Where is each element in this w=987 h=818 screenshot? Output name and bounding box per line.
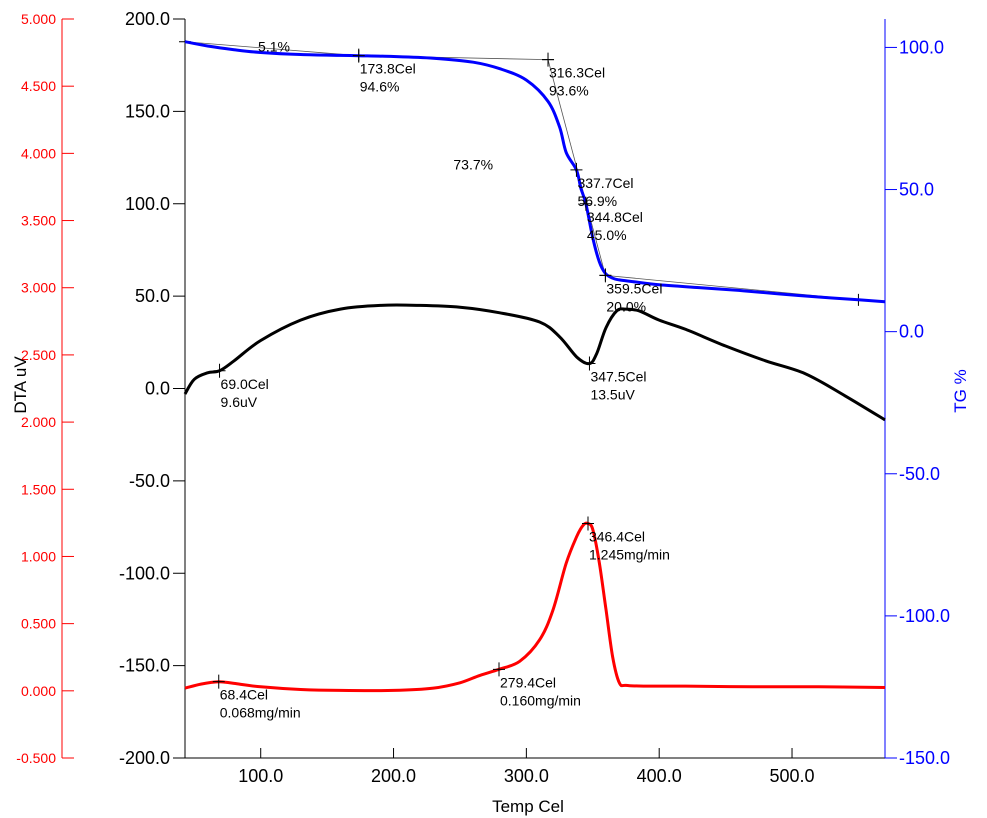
dta-tick-label: -50.0 xyxy=(129,471,170,491)
annotation-label: 69.0Cel xyxy=(221,376,269,392)
dtg-tick-label: 1.000 xyxy=(21,548,56,564)
x-axis-label: Temp Cel xyxy=(492,797,564,816)
annotation-marker xyxy=(579,196,592,211)
dtg-tick-label: 2.000 xyxy=(21,414,56,430)
tg-axis: -150.0 -100.0 -50.0 0.0 50.0 100.0 xyxy=(885,37,950,768)
tg-tick-label: 100.0 xyxy=(899,37,944,57)
annotation-label: 68.4Cel xyxy=(220,687,268,703)
dta-tick-label: 50.0 xyxy=(135,286,170,306)
dtg-axis: -0.500 0.000 0.500 1.000 1.500 2.000 2.500 3.00… xyxy=(16,11,74,766)
dtg-tick-label: 4.500 xyxy=(21,78,56,94)
step-percent-label: 5.1% xyxy=(258,39,290,55)
step-percent-label: 73.7% xyxy=(453,157,493,173)
dta-tick-label: -150.0 xyxy=(119,656,170,676)
series-group xyxy=(183,40,886,693)
dta-tick-label: -100.0 xyxy=(119,563,170,583)
x-tick-label: 100.0 xyxy=(238,766,283,786)
annotation-marker xyxy=(599,268,612,283)
dta-tick-label: -200.0 xyxy=(119,748,170,768)
dtg-tick-label: 2.500 xyxy=(21,347,56,363)
annotation-label: 1.245mg/min xyxy=(589,547,670,563)
dta-series-line xyxy=(183,303,886,422)
x-axis: 100.0 200.0 300.0 400.0 500.0 xyxy=(238,748,815,786)
annotation-marker xyxy=(581,516,594,531)
annotation-label: 316.3Cel xyxy=(549,65,605,81)
tg-axis-label: TG % xyxy=(951,369,970,412)
dtg-tick-label: 3.000 xyxy=(21,280,56,296)
dtg-tick-label: -0.500 xyxy=(16,750,56,766)
annotation-label: 0.160mg/min xyxy=(500,692,581,708)
annotation-label: 337.7Cel xyxy=(577,175,633,191)
x-tick-label: 200.0 xyxy=(371,766,416,786)
dta-tick-label: 150.0 xyxy=(125,101,170,121)
annotation-marker xyxy=(542,52,555,67)
annotation-marker xyxy=(583,356,596,371)
annotation-label: 20.0% xyxy=(606,298,646,314)
annotation-label: 0.068mg/min xyxy=(220,705,301,721)
annotation-marker xyxy=(213,363,226,378)
dta-tick-label: 0.0 xyxy=(145,379,170,399)
annotation-label: 279.4Cel xyxy=(500,674,556,690)
dtg-tick-label: 3.500 xyxy=(21,213,56,229)
annotation-marker xyxy=(212,674,225,689)
dta-tick-label: 200.0 xyxy=(125,9,170,29)
tg-series-line xyxy=(184,40,886,304)
dtg-tick-label: 0.000 xyxy=(21,683,56,699)
tg-tick-label: -150.0 xyxy=(899,748,950,768)
dta-axis: -200.0 -150.0 -100.0 -50.0 0.0 50.0 100.0 150.0… xyxy=(119,9,185,768)
annotation-label: 359.5Cel xyxy=(606,280,662,296)
annotation-marker xyxy=(493,662,506,677)
x-tick-label: 400.0 xyxy=(637,766,682,786)
annotation-label: 56.9% xyxy=(577,193,617,209)
tg-step-line xyxy=(184,41,359,57)
annotation-label: 93.6% xyxy=(549,83,589,99)
dtg-tick-label: 5.000 xyxy=(21,11,56,27)
dtg-tick-label: 0.500 xyxy=(21,616,56,632)
annotation-marker xyxy=(352,48,365,63)
dtg-tick-label: 4.000 xyxy=(21,145,56,161)
annotation-label: 9.6uV xyxy=(221,394,258,410)
annotation-label: 344.8Cel xyxy=(587,209,643,225)
x-tick-label: 500.0 xyxy=(769,766,814,786)
x-tick-label: 300.0 xyxy=(504,766,549,786)
dta-axis-label: DTA uV xyxy=(11,356,30,414)
annotation-label: 45.0% xyxy=(587,227,627,243)
annotation-marker xyxy=(570,162,583,177)
annotation-label: 347.5Cel xyxy=(590,369,646,385)
tg-tick-label: 0.0 xyxy=(899,322,924,342)
tg-tick-label: 50.0 xyxy=(899,180,934,200)
dtg-series-line xyxy=(184,521,886,693)
annotation-label: 173.8Cel xyxy=(360,61,416,77)
dtg-tick-label: 1.500 xyxy=(21,481,56,497)
dta-tick-label: 100.0 xyxy=(125,194,170,214)
annotation-label: 94.6% xyxy=(360,79,400,95)
annotations: 173.8Cel94.6%316.3Cel93.6%337.7Cel56.9%3… xyxy=(212,39,670,721)
annotation-label: 13.5uV xyxy=(590,387,635,403)
tg-tick-label: -100.0 xyxy=(899,606,950,626)
annotation-label: 346.4Cel xyxy=(589,529,645,545)
tg-tick-label: -50.0 xyxy=(899,464,940,484)
